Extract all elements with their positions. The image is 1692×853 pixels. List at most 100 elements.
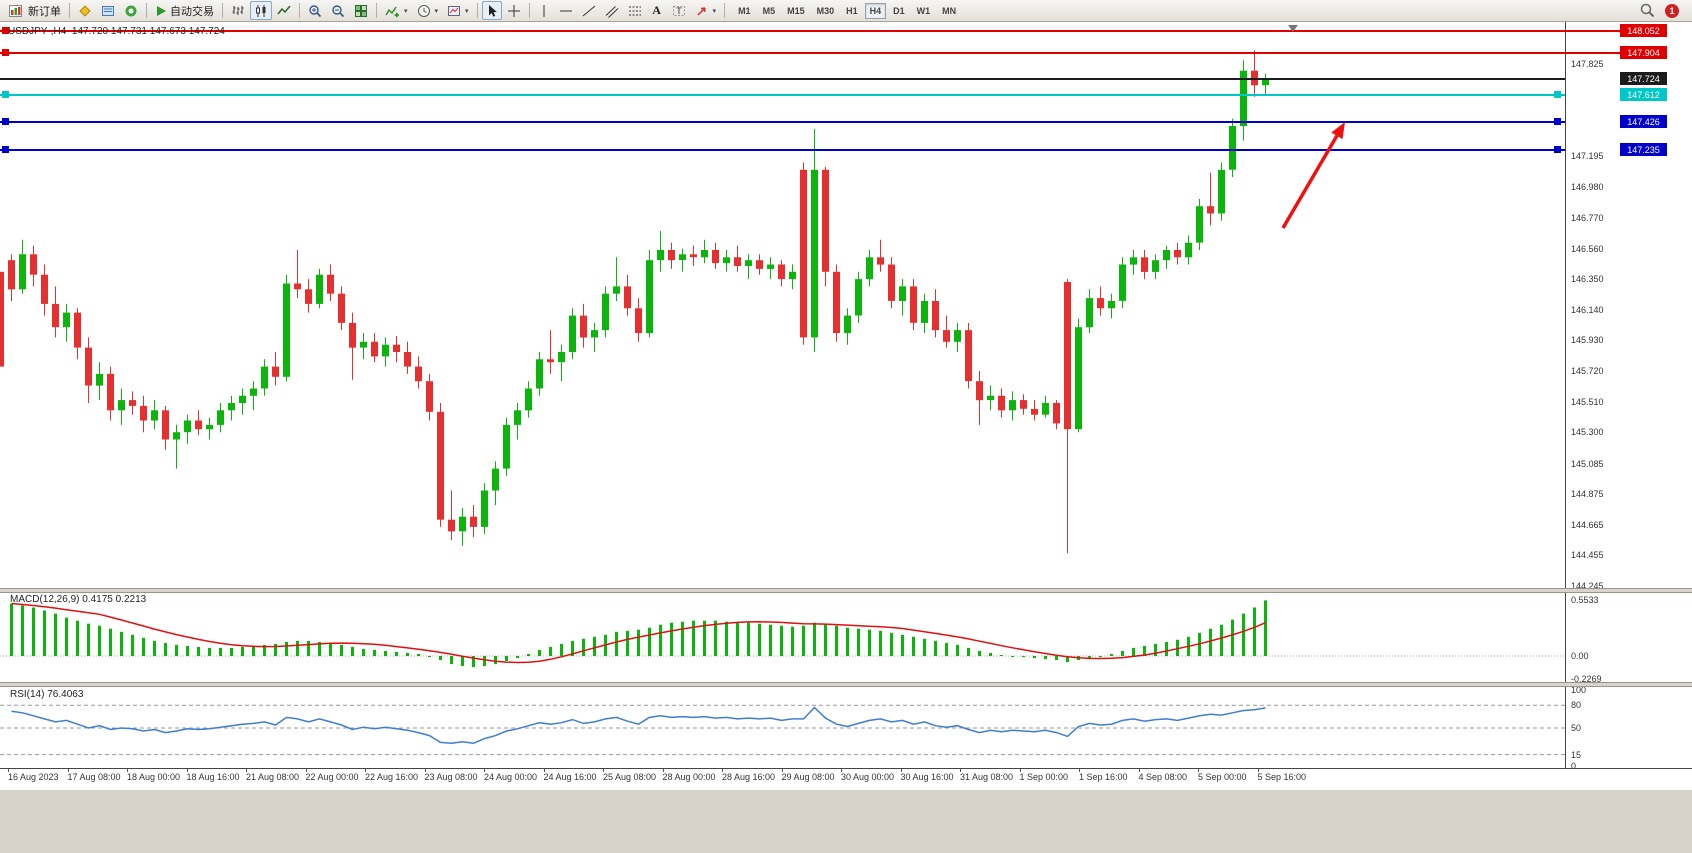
community-button[interactable] <box>120 1 142 20</box>
text-tool-icon: A <box>652 3 661 17</box>
line-handle[interactable] <box>1554 91 1561 98</box>
price-line-147.235[interactable] <box>0 149 1565 151</box>
time-axis-label: 31 Aug 08:00 <box>960 772 1014 782</box>
candle-body <box>1141 257 1148 272</box>
candlestick-icon <box>256 4 266 17</box>
horizontal-line-button[interactable] <box>555 1 577 20</box>
time-axis[interactable] <box>0 769 1692 790</box>
price-line-147.724[interactable] <box>0 78 1565 80</box>
zoom-out-button[interactable] <box>327 1 349 20</box>
macd-panel[interactable] <box>0 593 1565 682</box>
macd-bar <box>1231 619 1234 656</box>
timeframe-button-M1[interactable]: M1 <box>738 5 751 16</box>
line-handle[interactable] <box>2 146 9 153</box>
macd-bar <box>109 628 112 656</box>
vertical-line-button[interactable] <box>534 1 554 20</box>
candle-body <box>855 279 862 316</box>
line-handle[interactable] <box>2 49 9 56</box>
svg-text:T: T <box>676 6 682 16</box>
time-axis-tick <box>722 769 723 772</box>
arrow-tool-icon <box>697 6 706 16</box>
macd-bar <box>340 644 343 656</box>
line-chart-button[interactable] <box>273 1 295 20</box>
candle-body <box>1053 403 1060 424</box>
time-axis-tick <box>8 769 9 772</box>
candle-body <box>470 516 477 527</box>
macd-bar <box>967 647 970 656</box>
timeframe-button-M30[interactable]: M30 <box>816 5 835 16</box>
candlestick-chart[interactable] <box>0 22 1565 588</box>
metaeditor-button[interactable] <box>74 1 96 20</box>
candle-body <box>602 293 609 331</box>
autotrading-button[interactable]: 自动交易 <box>151 1 218 20</box>
macd-bar <box>681 621 684 656</box>
periods-button[interactable]: ▾ <box>413 1 443 20</box>
cursor-icon <box>488 4 497 17</box>
crosshair-button[interactable] <box>503 1 525 20</box>
arrows-tool-button[interactable]: ▾ <box>691 1 721 20</box>
price-line-148.052[interactable] <box>0 30 1622 32</box>
macd-bar <box>934 640 937 656</box>
cursor-button[interactable] <box>481 1 502 20</box>
candle-body <box>228 403 235 411</box>
notification-badge[interactable]: 1 <box>1665 3 1679 18</box>
indicators-button[interactable]: ▾ <box>381 1 412 20</box>
timeframe-button-H1[interactable]: H1 <box>846 5 858 16</box>
timeframe-button-W1[interactable]: W1 <box>916 5 931 16</box>
time-axis-label: 29 Aug 08:00 <box>781 772 835 782</box>
templates-button[interactable]: ▾ <box>443 1 473 20</box>
candle-body <box>767 264 774 269</box>
tile-windows-button[interactable] <box>350 1 372 20</box>
line-handle[interactable] <box>1554 146 1561 153</box>
line-handle[interactable] <box>1554 118 1561 125</box>
macd-bar <box>1000 655 1003 656</box>
text-button[interactable]: A <box>647 1 667 20</box>
macd-bar <box>329 642 332 656</box>
line-handle[interactable] <box>2 27 9 34</box>
macd-bar <box>1209 628 1212 656</box>
candle-body <box>162 410 169 440</box>
timeframe-button-H4[interactable]: H4 <box>864 2 887 19</box>
price-axis-label: 146.980 <box>1571 182 1604 193</box>
candle-body <box>195 420 202 430</box>
new-order-button[interactable]: 新订单 <box>5 1 65 20</box>
timeframe-button-D1[interactable]: D1 <box>893 5 905 16</box>
channel-button[interactable] <box>601 1 623 20</box>
price-line-147.612[interactable] <box>0 94 1565 96</box>
macd-bar <box>439 656 442 660</box>
panel-splitter[interactable] <box>0 682 1692 687</box>
line-handle[interactable] <box>2 91 9 98</box>
timeframe-button-M15[interactable]: M15 <box>787 5 805 16</box>
time-axis-tick <box>127 769 128 772</box>
candle-body <box>239 395 246 403</box>
candle-body <box>151 410 158 421</box>
toolbar-separator <box>222 3 223 18</box>
candle-body <box>1152 260 1159 272</box>
fibonacci-button[interactable] <box>624 1 646 20</box>
crosshair-icon <box>507 4 520 17</box>
candle-body <box>1185 242 1192 258</box>
text-label-button[interactable]: T <box>668 1 690 20</box>
macd-bar <box>494 656 497 665</box>
timeframe-button-MN[interactable]: MN <box>942 5 957 16</box>
search-icon[interactable] <box>1640 3 1655 18</box>
timeframe-button-M5[interactable]: M5 <box>762 5 776 16</box>
clock-icon <box>417 4 430 17</box>
price-line-147.904[interactable] <box>0 52 1622 54</box>
candle-body <box>107 373 114 411</box>
chart-shift-marker[interactable] <box>1288 25 1298 32</box>
zoom-in-button[interactable] <box>304 1 326 20</box>
rsi-panel[interactable] <box>0 687 1565 768</box>
line-handle[interactable] <box>2 118 9 125</box>
price-line-label: 147.426 <box>1620 115 1667 128</box>
candle-body <box>74 312 81 348</box>
market-watch-button[interactable] <box>97 1 119 20</box>
trendline-button[interactable] <box>578 1 600 20</box>
price-line-147.426[interactable] <box>0 121 1565 123</box>
price-axis-label: 145.510 <box>1571 396 1604 407</box>
bar-chart-button[interactable] <box>227 1 249 20</box>
panel-splitter[interactable] <box>0 588 1692 593</box>
macd-bar <box>703 620 706 656</box>
candle-body <box>426 381 433 412</box>
candlestick-chart-button[interactable] <box>250 1 272 20</box>
